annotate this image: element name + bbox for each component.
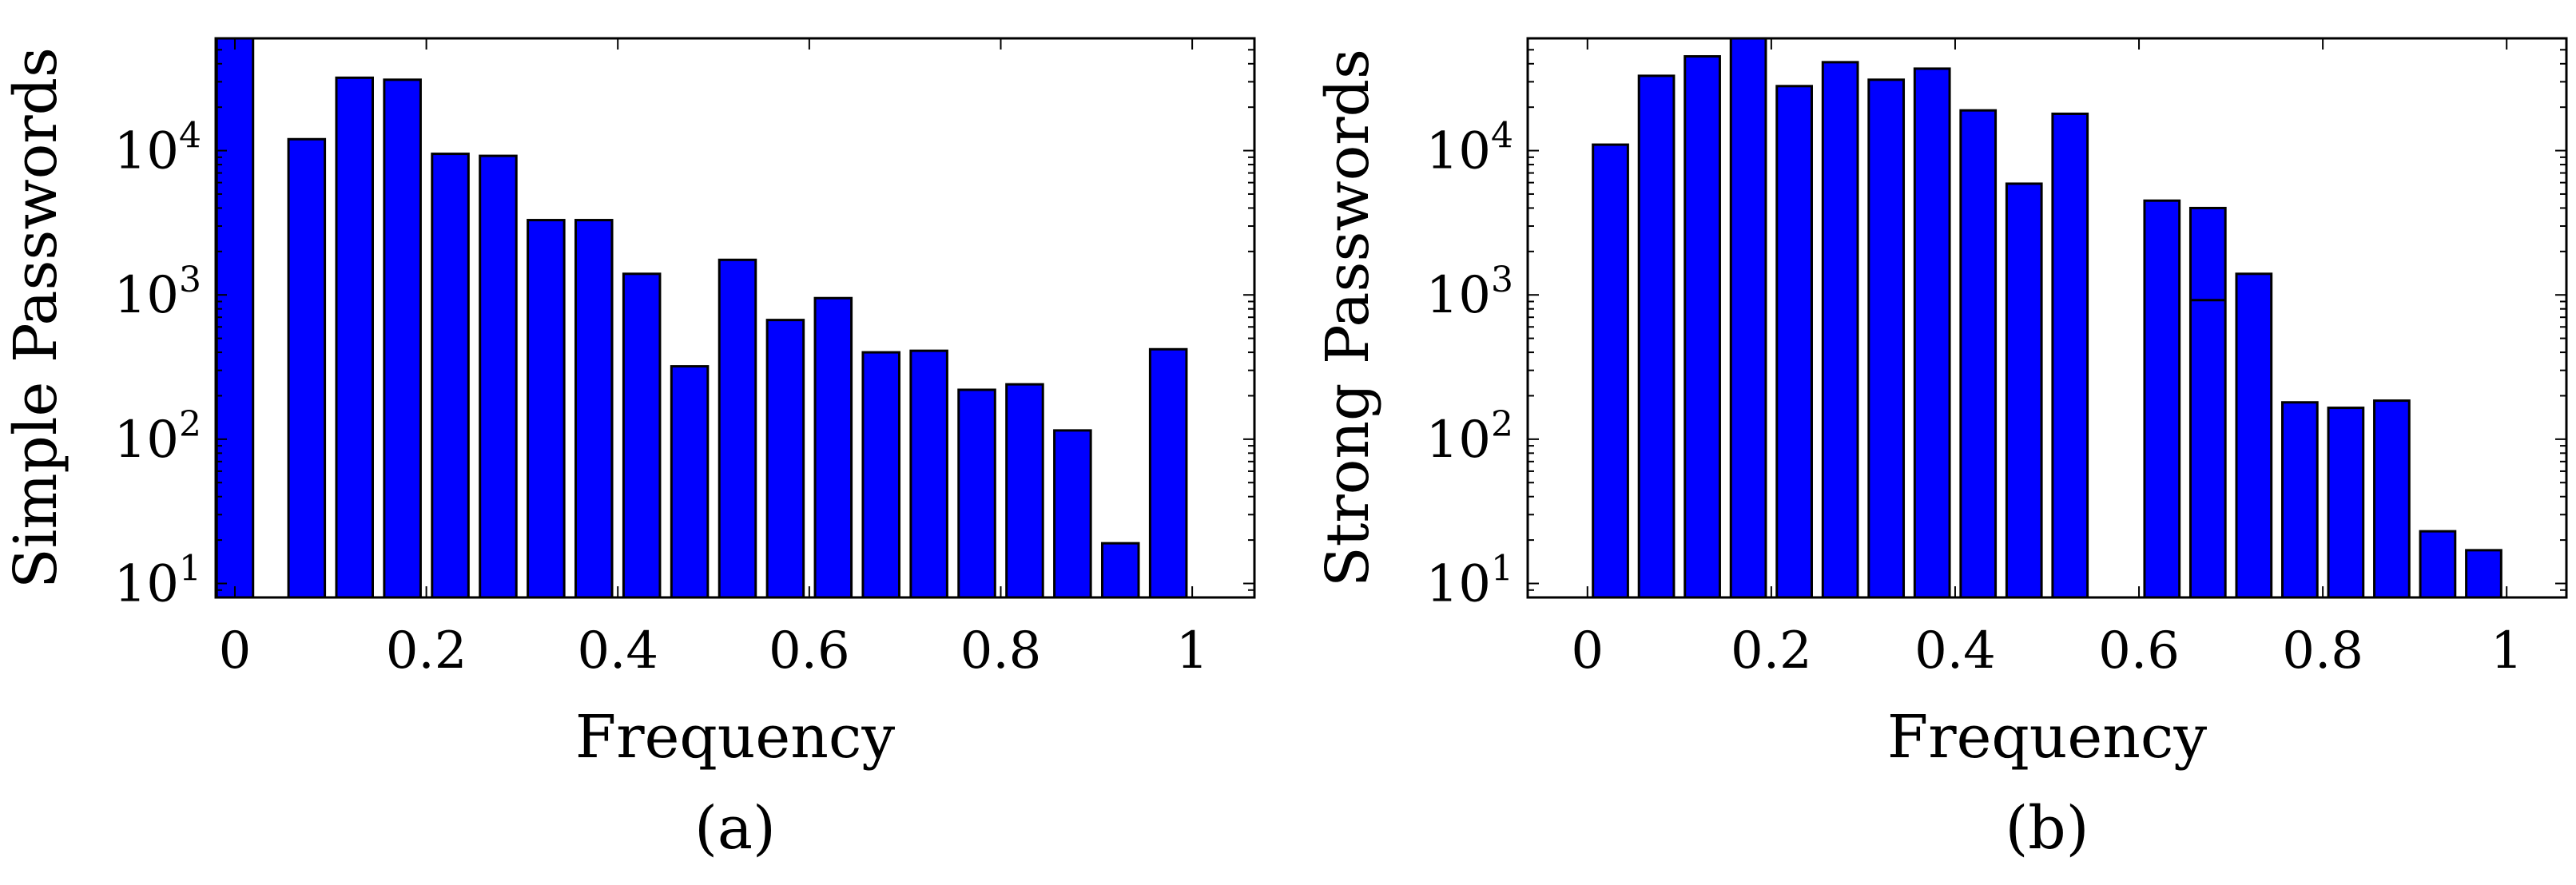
panel-b-y-ticks: 101 102 103 104 bbox=[1426, 38, 2566, 613]
x-tick-label: 0.8 bbox=[2282, 621, 2363, 681]
bar bbox=[2188, 206, 2227, 599]
bar bbox=[431, 153, 470, 599]
y-tick-label: 102 bbox=[114, 404, 201, 470]
bar bbox=[383, 78, 422, 599]
y-tick-label: 101 bbox=[1426, 548, 1513, 613]
y-tick-label: 104 bbox=[114, 116, 201, 181]
x-tick-label: 0.2 bbox=[1731, 621, 1812, 681]
panel-b-caption: (b) bbox=[2005, 794, 2089, 863]
panel-b-x-ticks: 0 0.2 0.4 0.6 0.8 1 bbox=[1571, 38, 2523, 681]
x-tick-label: 0.4 bbox=[1914, 621, 1996, 681]
bar bbox=[861, 351, 900, 599]
bar bbox=[1592, 143, 1629, 599]
bar bbox=[1005, 383, 1044, 599]
x-tick-label: 1 bbox=[2491, 621, 2523, 681]
y-tick-label: 103 bbox=[114, 260, 201, 325]
bar bbox=[2281, 401, 2319, 599]
panel-a-x-ticks: 0 0.2 0.4 0.6 0.8 1 bbox=[219, 38, 1209, 681]
panel-b-axes-frame bbox=[1526, 37, 2568, 599]
bar bbox=[479, 154, 518, 599]
y-tick-label: 102 bbox=[1426, 404, 1513, 470]
panel-a-y-axis-label: Simple Passwords bbox=[2, 47, 70, 589]
panel-a-chart: 0 0.2 0.4 0.6 0.8 1 101 102 103 104 Frequency Simpl… bbox=[2, 37, 1256, 863]
bar bbox=[1729, 37, 1767, 599]
bar bbox=[957, 388, 996, 599]
bar bbox=[1775, 85, 1813, 599]
bar bbox=[215, 37, 255, 599]
x-tick-label: 0.6 bbox=[769, 621, 850, 681]
bar bbox=[1637, 74, 1676, 599]
x-tick-label: 0.4 bbox=[577, 621, 658, 681]
panel-a-x-axis-label: Frequency bbox=[575, 703, 895, 772]
bar bbox=[2327, 407, 2365, 599]
x-tick-label: 0 bbox=[219, 621, 252, 681]
bar bbox=[287, 137, 327, 599]
x-tick-label: 1 bbox=[1176, 621, 1209, 681]
bar bbox=[2005, 182, 2043, 599]
bar bbox=[2235, 272, 2273, 599]
x-tick-label: 0.6 bbox=[2098, 621, 2180, 681]
bar bbox=[2143, 199, 2181, 599]
bar bbox=[670, 365, 710, 599]
bar bbox=[813, 296, 853, 599]
bar bbox=[622, 272, 662, 599]
y-tick-label: 103 bbox=[1426, 260, 1513, 325]
bar bbox=[1100, 542, 1140, 599]
panel-b-bars bbox=[1592, 37, 2502, 599]
bar bbox=[718, 258, 757, 599]
x-tick-label: 0 bbox=[1571, 621, 1604, 681]
panel-a-y-ticks: 101 102 103 104 bbox=[114, 38, 1254, 613]
bar bbox=[1959, 109, 1998, 599]
panel-a-caption: (a) bbox=[694, 794, 776, 863]
bar bbox=[909, 349, 948, 599]
panel-b-chart: 0 0.2 0.4 0.6 0.8 1 101 102 103 104 Frequency Stron… bbox=[1314, 37, 2568, 863]
bar bbox=[1867, 78, 1906, 599]
bar bbox=[335, 76, 374, 599]
bar bbox=[527, 219, 566, 599]
panel-b-y-axis-label: Strong Passwords bbox=[1314, 49, 1382, 587]
y-tick-label: 104 bbox=[1426, 116, 1513, 181]
y-tick-label: 101 bbox=[114, 548, 201, 613]
bar bbox=[1913, 67, 1951, 599]
bar bbox=[1821, 61, 1859, 599]
x-tick-label: 0.8 bbox=[960, 621, 1042, 681]
bar bbox=[2373, 399, 2411, 599]
bar bbox=[765, 319, 805, 599]
bar bbox=[574, 219, 614, 599]
x-tick-label: 0.2 bbox=[386, 621, 467, 681]
bar bbox=[2419, 530, 2457, 599]
bar bbox=[1684, 55, 1721, 599]
bar bbox=[2465, 549, 2502, 599]
bar bbox=[1148, 347, 1188, 599]
bar bbox=[1053, 429, 1092, 599]
bar bbox=[2051, 112, 2089, 599]
panel-a-bars bbox=[215, 37, 1188, 599]
panel-b-x-axis-label: Frequency bbox=[1887, 703, 2207, 772]
